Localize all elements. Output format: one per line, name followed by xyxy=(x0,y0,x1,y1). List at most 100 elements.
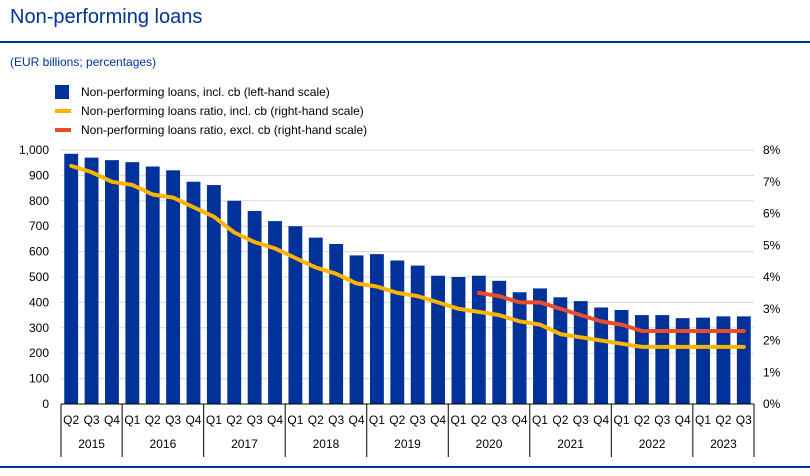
legend: Non-performing loans, incl. cb (left-han… xyxy=(55,82,367,139)
x-tick-label: Q2 xyxy=(634,413,650,427)
bar xyxy=(145,166,160,404)
bar xyxy=(533,288,547,404)
x-year-label: 2020 xyxy=(476,437,503,451)
legend-swatch-bar xyxy=(55,84,69,99)
x-year-label: 2022 xyxy=(639,437,666,451)
ratio-incl-line xyxy=(69,163,746,349)
y-left-tick-label: 0 xyxy=(42,397,49,411)
bar xyxy=(247,210,262,404)
bar xyxy=(431,275,446,404)
x-tick-label: Q2 xyxy=(471,413,487,427)
bar xyxy=(329,243,344,404)
bar xyxy=(696,317,710,404)
y-right-tick-label: 6% xyxy=(763,207,781,221)
bar xyxy=(716,316,731,404)
bar xyxy=(125,162,140,404)
x-tick-label: Q2 xyxy=(226,413,242,427)
x-tick-label: Q4 xyxy=(185,413,201,427)
bar xyxy=(410,265,425,404)
x-tick-label: Q4 xyxy=(593,413,609,427)
x-tick-label: Q4 xyxy=(349,413,365,427)
bar xyxy=(614,310,629,404)
y-right-tick-label: 7% xyxy=(763,175,781,189)
y-left-tick-label: 600 xyxy=(29,245,49,259)
y-left-tick-label: 900 xyxy=(29,168,49,182)
y-right-tick-label: 3% xyxy=(763,302,781,316)
x-tick-label: Q3 xyxy=(84,413,100,427)
x-tick-label: Q3 xyxy=(247,413,263,427)
x-tick-label: Q4 xyxy=(104,413,120,427)
x-year-label: 2019 xyxy=(394,437,421,451)
y-left-tick-label: 700 xyxy=(29,219,49,233)
x-tick-label: Q3 xyxy=(736,413,752,427)
bar xyxy=(105,160,119,404)
bar xyxy=(308,237,323,404)
chart-title: Non-performing loans xyxy=(10,6,203,28)
x-tick-label: Q1 xyxy=(532,413,548,427)
x-year-label: 2015 xyxy=(78,437,105,451)
bar xyxy=(349,255,364,404)
x-tick-label: Q3 xyxy=(573,413,589,427)
x-tick-label: Q1 xyxy=(287,413,303,427)
x-tick-label: Q1 xyxy=(124,413,140,427)
y-left-tick-label: 400 xyxy=(29,295,49,309)
bar xyxy=(675,318,690,404)
x-tick-label: Q3 xyxy=(165,413,181,427)
x-year-label: 2023 xyxy=(710,437,737,451)
x-tick-label: Q2 xyxy=(715,413,731,427)
legend-label-npl: Non-performing loans, incl. cb (left-han… xyxy=(81,84,330,99)
legend-swatch-ratio-excl xyxy=(55,127,71,132)
chart-subtitle: (EUR billions; percentages) xyxy=(10,55,157,69)
x-year-label: 2021 xyxy=(557,437,584,451)
bar xyxy=(369,254,384,404)
x-tick-label: Q4 xyxy=(430,413,446,427)
x-tick-label: Q4 xyxy=(675,413,691,427)
bar xyxy=(492,280,507,404)
bar xyxy=(268,221,282,404)
x-tick-label: Q1 xyxy=(695,413,711,427)
legend-item-ratio-excl: Non-performing loans ratio, excl. cb (ri… xyxy=(55,120,367,139)
x-tick-label: Q2 xyxy=(145,413,161,427)
x-tick-label: Q1 xyxy=(450,413,466,427)
legend-item-npl: Non-performing loans, incl. cb (left-han… xyxy=(55,82,367,101)
bar xyxy=(206,185,221,404)
bar xyxy=(84,157,99,404)
bar xyxy=(594,307,609,404)
y-left-tick-label: 500 xyxy=(29,270,49,284)
x-tick-label: Q3 xyxy=(491,413,507,427)
bar xyxy=(655,315,670,404)
y-left-tick-label: 800 xyxy=(29,194,49,208)
x-year-label: 2017 xyxy=(231,437,258,451)
bar xyxy=(288,226,303,404)
bar xyxy=(553,297,568,404)
top-divider xyxy=(0,41,810,43)
legend-label-ratio-incl: Non-performing loans ratio, incl. cb (ri… xyxy=(81,103,364,118)
y-left-tick-label: 100 xyxy=(29,372,49,386)
x-tick-label: Q2 xyxy=(552,413,568,427)
legend-label-ratio-excl: Non-performing loans ratio, excl. cb (ri… xyxy=(81,122,368,137)
bar xyxy=(736,316,751,404)
y-right-tick-label: 8% xyxy=(763,143,781,157)
x-tick-label: Q1 xyxy=(614,413,630,427)
bar xyxy=(186,181,201,404)
legend-swatch-ratio-incl xyxy=(55,108,71,113)
bar xyxy=(573,301,588,404)
x-tick-label: Q2 xyxy=(389,413,405,427)
legend-item-ratio-incl: Non-performing loans ratio, incl. cb (ri… xyxy=(55,101,367,120)
x-tick-label: Q4 xyxy=(267,413,283,427)
bar xyxy=(634,315,649,404)
bar xyxy=(451,277,466,404)
x-year-label: 2018 xyxy=(313,437,340,451)
x-year-label: 2016 xyxy=(150,437,177,451)
bar xyxy=(166,170,181,404)
y-right-tick-label: 4% xyxy=(763,270,781,284)
bar xyxy=(390,260,405,404)
bottom-divider xyxy=(0,466,810,468)
y-right-tick-label: 5% xyxy=(763,238,781,252)
bar xyxy=(512,292,527,404)
x-tick-label: Q3 xyxy=(328,413,344,427)
bar xyxy=(227,200,242,404)
x-tick-label: Q1 xyxy=(369,413,385,427)
x-tick-label: Q2 xyxy=(63,413,79,427)
y-left-tick-label: 300 xyxy=(29,321,49,335)
